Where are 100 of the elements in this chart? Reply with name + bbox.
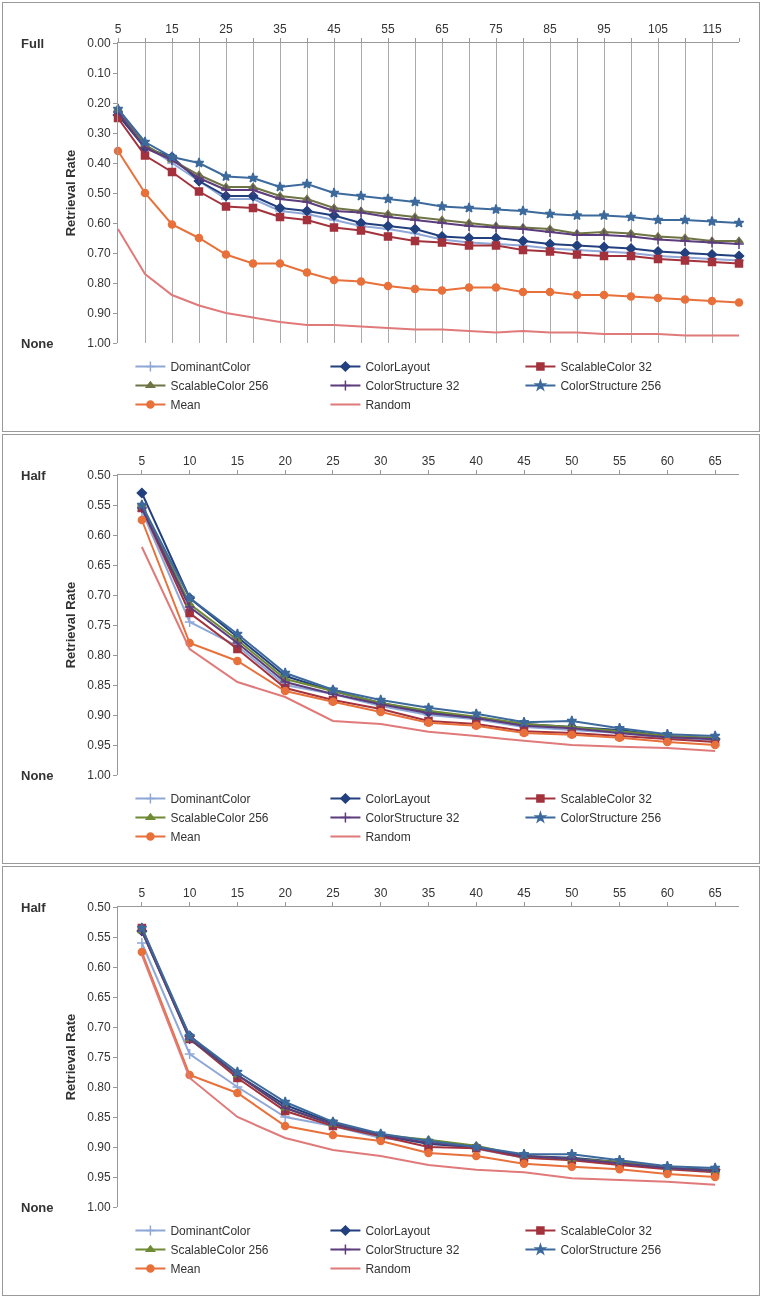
legend-label: ScalableColor 256: [170, 1243, 269, 1258]
x-tick-label: 40: [469, 886, 484, 901]
y-tick-label: 0.95: [87, 738, 111, 753]
y-tick-label: 0.90: [87, 708, 111, 723]
x-tick-label: 10: [182, 454, 197, 469]
legend-label: ColorStructure 256: [560, 811, 662, 826]
y-tick-label: 0.10: [87, 66, 111, 81]
x-tick-label: 10: [182, 886, 197, 901]
legend-label: Mean: [170, 1262, 201, 1277]
legend-label: ColorStructure 32: [365, 379, 460, 394]
text: Half: [21, 900, 47, 915]
y-tick-label: 0.50: [87, 468, 111, 483]
legend-label: DominantColor: [170, 1224, 251, 1239]
legend-label: Random: [365, 830, 411, 845]
x-tick-label: 55: [612, 886, 627, 901]
legend-label: ColorStructure 256: [560, 379, 662, 394]
y-tick-label: 0.85: [87, 678, 111, 693]
x-tick-label: 65: [435, 22, 449, 37]
legend-label: Random: [365, 1262, 411, 1277]
x-tick-label: 115: [702, 22, 722, 37]
legend-label: DominantColor: [170, 360, 251, 375]
y-axis-title: Retrieval Rate: [63, 149, 79, 237]
legend-label: ColorStructure 256: [560, 1243, 662, 1258]
x-tick-label: 30: [374, 454, 388, 469]
legend-label: ScalableColor 32: [560, 360, 653, 375]
y-tick-label: 0.75: [87, 618, 111, 633]
y-tick-label: 0.95: [87, 1170, 111, 1185]
x-tick-label: 35: [421, 454, 436, 469]
x-tick-label: 15: [230, 454, 245, 469]
x-tick-label: 65: [708, 886, 723, 901]
y-tick-label: 0.60: [87, 528, 111, 543]
x-tick-label: 20: [278, 886, 293, 901]
legend-label: DominantColor: [170, 792, 251, 807]
x-tick-label: 60: [660, 454, 675, 469]
x-tick-label: 45: [517, 886, 532, 901]
x-tick-label: 5: [138, 886, 146, 901]
text: Full: [21, 36, 45, 51]
legend-label: ColorLayout: [365, 1224, 431, 1239]
x-tick-label: 40: [469, 454, 484, 469]
y-tick-label: 0.60: [87, 960, 111, 975]
y-tick-label: 0.65: [87, 990, 111, 1005]
x-tick-label: 25: [326, 886, 340, 901]
x-tick-label: 55: [381, 22, 395, 37]
x-tick-label: 50: [565, 454, 579, 469]
y-tick-label: 0.65: [87, 558, 111, 573]
y-tick-label: 1.00: [87, 1200, 111, 1215]
y-tick-label: 0.40: [87, 156, 111, 171]
legend-label: ScalableColor 32: [560, 1224, 653, 1239]
y-tick-label: 0.80: [87, 276, 111, 291]
legend-label: ScalableColor 32: [560, 792, 653, 807]
x-tick-label: 5: [114, 22, 122, 37]
legend-label: ScalableColor 256: [170, 379, 269, 394]
x-tick-label: 5: [138, 454, 146, 469]
text: None: [21, 768, 54, 783]
legend-label: Random: [365, 398, 411, 413]
y-tick-label: 0.50: [87, 900, 111, 915]
y-tick-label: 0.70: [87, 588, 111, 603]
y-tick-label: 0.70: [87, 1020, 111, 1035]
x-tick-label: 20: [278, 454, 293, 469]
y-tick-label: 1.00: [87, 336, 111, 351]
y-tick-label: 0.85: [87, 1110, 111, 1125]
text: Half: [21, 468, 47, 483]
y-tick-label: 0.70: [87, 246, 111, 261]
y-tick-label: 0.75: [87, 1050, 111, 1065]
y-tick-label: 0.80: [87, 1080, 111, 1095]
x-tick-label: 35: [421, 886, 436, 901]
x-tick-label: 25: [326, 454, 340, 469]
legend-label: ColorLayout: [365, 360, 431, 375]
y-tick-label: 1.00: [87, 768, 111, 783]
legend-label: Mean: [170, 830, 201, 845]
x-tick-label: 15: [230, 886, 245, 901]
legend-label: ColorStructure 32: [365, 811, 460, 826]
x-tick-label: 15: [165, 22, 179, 37]
x-tick-label: 75: [489, 22, 503, 37]
x-tick-label: 65: [708, 454, 723, 469]
x-tick-label: 25: [219, 22, 233, 37]
x-tick-label: 45: [327, 22, 341, 37]
text: None: [21, 1200, 54, 1215]
y-tick-label: 0.55: [87, 930, 111, 945]
y-tick-label: 0.90: [87, 306, 111, 321]
x-tick-label: 55: [612, 454, 627, 469]
x-tick-label: 95: [597, 22, 611, 37]
x-tick-label: 50: [565, 886, 579, 901]
y-axis-title: Retrieval Rate: [63, 1013, 79, 1101]
x-tick-label: 35: [273, 22, 287, 37]
x-tick-label: 105: [647, 22, 669, 37]
y-tick-label: 0.20: [87, 96, 111, 111]
x-tick-label: 85: [543, 22, 557, 37]
x-tick-label: 45: [517, 454, 532, 469]
y-axis-title: Retrieval Rate: [63, 581, 79, 669]
text: None: [21, 336, 54, 351]
y-tick-label: 0.60: [87, 216, 111, 231]
x-tick-label: 60: [660, 886, 675, 901]
y-tick-label: 0.00: [87, 36, 111, 51]
y-tick-label: 0.30: [87, 126, 111, 141]
legend-label: ColorLayout: [365, 792, 431, 807]
legend-label: Mean: [170, 398, 201, 413]
y-tick-label: 0.80: [87, 648, 111, 663]
legend-label: ColorStructure 32: [365, 1243, 460, 1258]
x-tick-label: 30: [374, 886, 388, 901]
